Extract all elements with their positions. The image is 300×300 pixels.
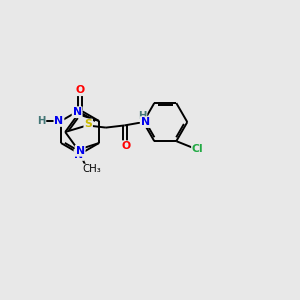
Text: N: N — [141, 117, 150, 127]
Text: S: S — [84, 119, 92, 129]
Text: N: N — [76, 146, 85, 156]
Text: H: H — [37, 116, 45, 126]
Text: N: N — [54, 116, 64, 126]
Text: O: O — [121, 141, 130, 151]
Text: CH₃: CH₃ — [82, 164, 101, 175]
Text: Cl: Cl — [192, 144, 204, 154]
Text: N: N — [74, 150, 84, 160]
Text: H: H — [138, 111, 146, 121]
Text: O: O — [75, 85, 85, 95]
Text: N: N — [73, 107, 82, 117]
